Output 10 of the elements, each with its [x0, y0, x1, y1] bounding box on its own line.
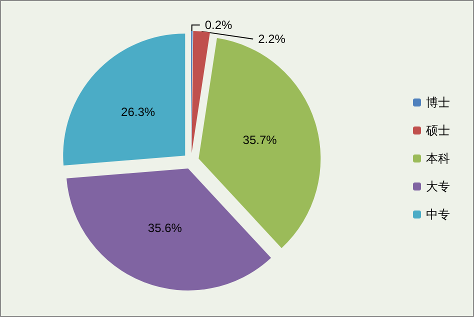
data-label: 0.2%: [204, 18, 233, 32]
data-label: 2.2%: [258, 32, 286, 46]
legend-label: 博士: [426, 96, 450, 110]
data-label: 35.6%: [148, 221, 182, 236]
legend-label: 中专: [426, 208, 450, 222]
data-label: 35.7%: [242, 132, 278, 147]
legend-label: 大专: [426, 180, 450, 194]
legend-label: 硕士: [425, 124, 450, 138]
legend-label: 本科: [426, 152, 450, 166]
data-label: 26.3%: [121, 105, 156, 120]
